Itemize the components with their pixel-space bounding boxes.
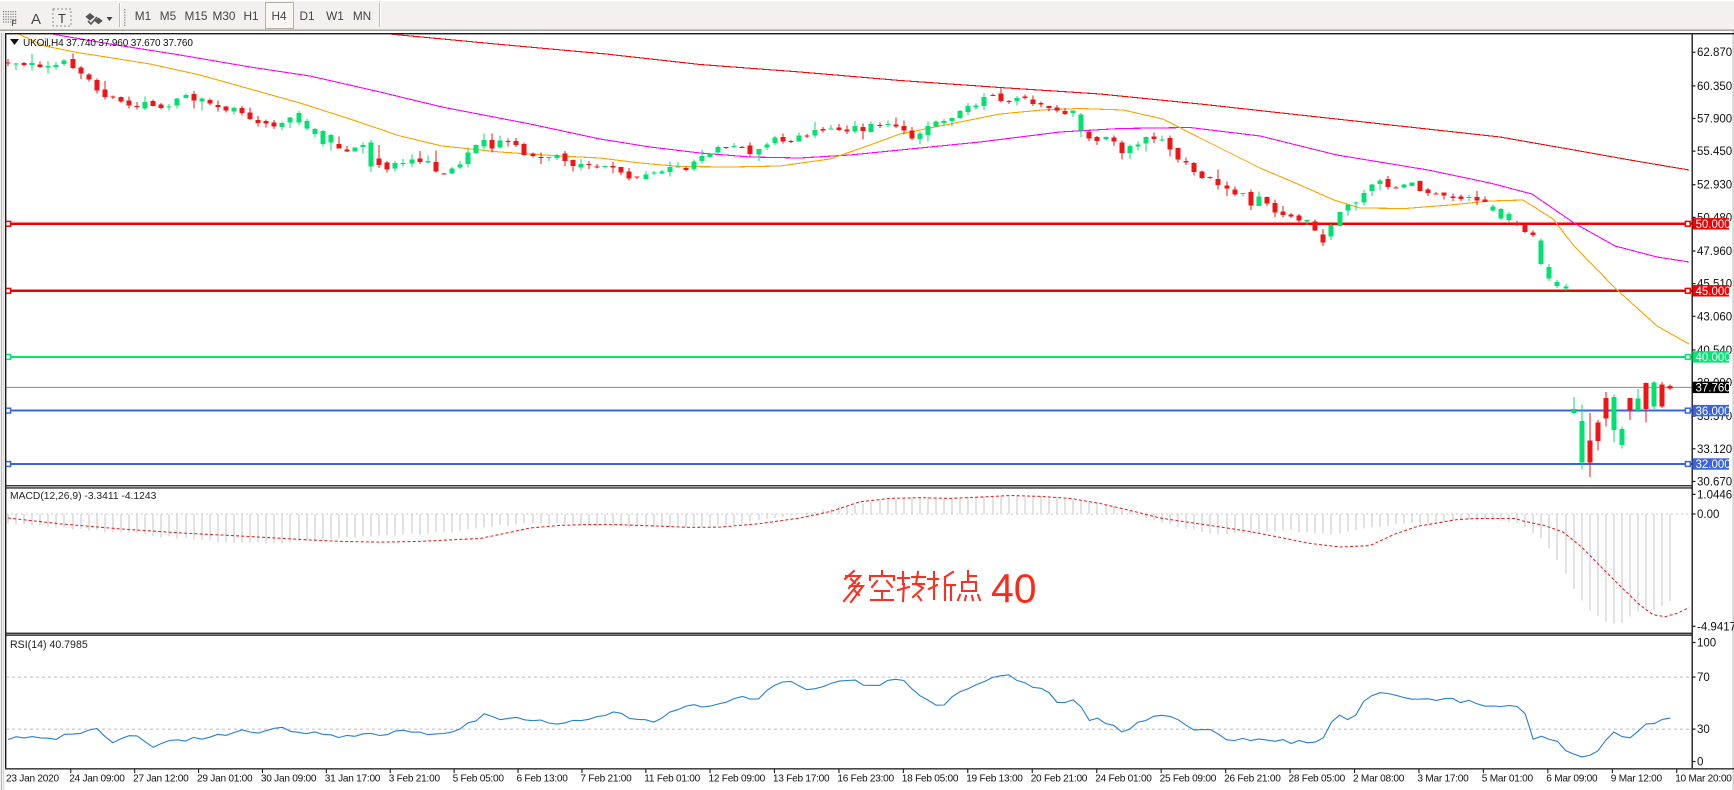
svg-text:UKOil,H4 37.740 37.960 37.670: UKOil,H4 37.740 37.960 37.670 37.760 [23,38,193,49]
svg-text:7 Feb 21:00: 7 Feb 21:00 [580,774,632,785]
svg-text:25 Feb 09:00: 25 Feb 09:00 [1160,774,1217,785]
svg-text:3 Mar 17:00: 3 Mar 17:00 [1417,774,1469,785]
svg-text:-4.9417: -4.9417 [1697,621,1734,633]
svg-text:16 Feb 23:00: 16 Feb 23:00 [837,774,894,785]
svg-text:24 Feb 01:00: 24 Feb 01:00 [1095,774,1152,785]
svg-text:6 Feb 13:00: 6 Feb 13:00 [517,774,569,785]
svg-text:32.000: 32.000 [1696,459,1731,471]
svg-text:MN: MN [353,9,371,23]
svg-text:M30: M30 [213,9,236,23]
svg-text:5 Mar 01:00: 5 Mar 01:00 [1482,774,1534,785]
svg-text:31 Jan 17:00: 31 Jan 17:00 [325,774,381,785]
svg-text:37.760: 37.760 [1696,383,1731,395]
svg-text:3 Feb 21:00: 3 Feb 21:00 [389,774,441,785]
svg-text:43.060: 43.060 [1697,311,1732,323]
svg-text:6 Mar 09:00: 6 Mar 09:00 [1546,774,1598,785]
svg-text:20 Feb 21:00: 20 Feb 21:00 [1031,774,1088,785]
svg-text:19 Feb 13:00: 19 Feb 13:00 [966,774,1023,785]
svg-text:18 Feb 05:00: 18 Feb 05:00 [902,774,959,785]
svg-text:5 Feb 05:00: 5 Feb 05:00 [453,774,505,785]
svg-text:30 Jan 09:00: 30 Jan 09:00 [261,774,317,785]
svg-text:11 Feb 01:00: 11 Feb 01:00 [644,774,700,785]
svg-text:40.000: 40.000 [1696,352,1731,364]
svg-text:H1: H1 [243,9,258,23]
svg-text:28 Feb 05:00: 28 Feb 05:00 [1289,774,1346,785]
svg-text:33.120: 33.120 [1697,444,1732,456]
svg-text:A: A [31,11,41,28]
svg-text:M5: M5 [160,9,177,23]
svg-text:70: 70 [1697,672,1710,684]
svg-text:24 Jan 09:00: 24 Jan 09:00 [69,774,125,785]
svg-text:D1: D1 [299,9,314,23]
svg-text:36.000: 36.000 [1696,406,1731,418]
svg-text:100: 100 [1697,638,1716,650]
svg-text:10 Mar 20:00: 10 Mar 20:00 [1675,774,1732,785]
svg-text:1.0446: 1.0446 [1697,489,1732,501]
svg-text:30: 30 [1697,724,1710,736]
svg-text:62.870: 62.870 [1697,47,1732,59]
svg-text:0: 0 [1697,757,1703,769]
svg-text:52.930: 52.930 [1697,180,1732,192]
svg-text:30.670: 30.670 [1697,477,1732,489]
svg-text:47.960: 47.960 [1697,246,1732,258]
svg-text:57.900: 57.900 [1697,114,1732,126]
svg-text:2 Mar 08:00: 2 Mar 08:00 [1353,774,1405,785]
svg-text:MACD(12,26,9) -3.3411 -4.1243: MACD(12,26,9) -3.3411 -4.1243 [10,491,157,502]
svg-text:55.450: 55.450 [1697,146,1732,158]
svg-text:45.000: 45.000 [1696,286,1731,298]
svg-text:W1: W1 [326,9,344,23]
svg-text:12 Feb 09:00: 12 Feb 09:00 [709,774,766,785]
svg-text:40: 40 [991,566,1037,612]
svg-text:T: T [58,11,66,26]
svg-text:50.000: 50.000 [1696,219,1731,231]
svg-text:H4: H4 [271,9,287,23]
svg-text:27 Jan 12:00: 27 Jan 12:00 [133,774,189,785]
svg-text:23 Jan 2020: 23 Jan 2020 [6,774,59,785]
svg-text:13 Feb 17:00: 13 Feb 17:00 [773,774,830,785]
svg-text:29 Jan 01:00: 29 Jan 01:00 [197,774,253,785]
svg-text:M1: M1 [135,9,151,23]
svg-text:F: F [12,18,17,28]
svg-text:26 Feb 21:00: 26 Feb 21:00 [1224,774,1281,785]
svg-text:RSI(14) 40.7985: RSI(14) 40.7985 [10,639,88,651]
svg-text:M15: M15 [185,9,208,23]
svg-text:60.350: 60.350 [1697,81,1732,93]
svg-text:0.00: 0.00 [1697,509,1719,521]
svg-text:9 Mar 12:00: 9 Mar 12:00 [1611,774,1663,785]
